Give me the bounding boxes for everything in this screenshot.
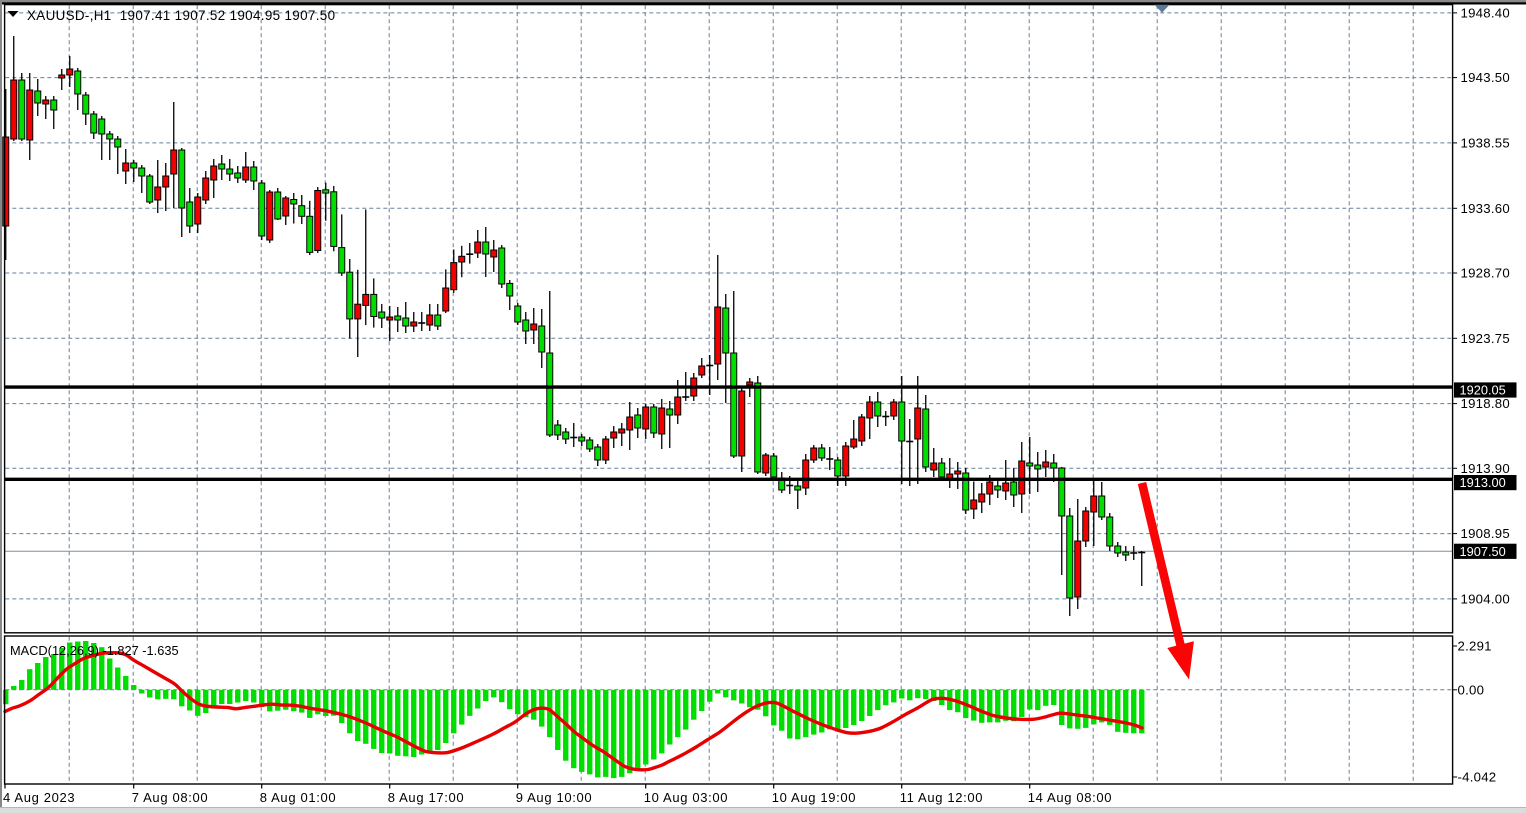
- svg-text:-4.042: -4.042: [1458, 770, 1497, 785]
- svg-text:8 Aug 17:00: 8 Aug 17:00: [388, 790, 465, 805]
- svg-text:1948.40: 1948.40: [1461, 5, 1510, 20]
- svg-text:1913.00: 1913.00: [1460, 475, 1506, 490]
- svg-text:8 Aug 01:00: 8 Aug 01:00: [260, 790, 337, 805]
- svg-text:1918.80: 1918.80: [1461, 396, 1510, 411]
- svg-text:0.00: 0.00: [1458, 682, 1485, 697]
- svg-text:1938.55: 1938.55: [1461, 135, 1510, 150]
- svg-text:10 Aug 03:00: 10 Aug 03:00: [644, 790, 728, 805]
- svg-text:7 Aug 08:00: 7 Aug 08:00: [132, 790, 209, 805]
- svg-text:4 Aug 2023: 4 Aug 2023: [3, 790, 75, 805]
- svg-text:2.291: 2.291: [1458, 639, 1492, 654]
- svg-text:1923.75: 1923.75: [1461, 331, 1510, 346]
- svg-text:1904.00: 1904.00: [1461, 591, 1510, 606]
- svg-text:1913.90: 1913.90: [1461, 461, 1510, 476]
- svg-text:1920.05: 1920.05: [1460, 383, 1506, 398]
- svg-text:1933.60: 1933.60: [1461, 201, 1510, 216]
- svg-text:10 Aug 19:00: 10 Aug 19:00: [772, 790, 856, 805]
- svg-text:1928.70: 1928.70: [1461, 266, 1510, 281]
- svg-text:14 Aug 08:00: 14 Aug 08:00: [1028, 790, 1112, 805]
- svg-text:1908.95: 1908.95: [1461, 526, 1510, 541]
- svg-text:11 Aug 12:00: 11 Aug 12:00: [900, 790, 983, 805]
- svg-text:1907.50: 1907.50: [1460, 544, 1506, 559]
- svg-text:MACD(12,26,9) -1.827 -1.635: MACD(12,26,9) -1.827 -1.635: [10, 643, 179, 658]
- svg-text:9 Aug 10:00: 9 Aug 10:00: [516, 790, 593, 805]
- svg-text:XAUUSD-,H1 1907.41 1907.52 19: XAUUSD-,H1 1907.41 1907.52 1904.95 1907.…: [27, 8, 335, 23]
- svg-text:1943.50: 1943.50: [1461, 70, 1510, 85]
